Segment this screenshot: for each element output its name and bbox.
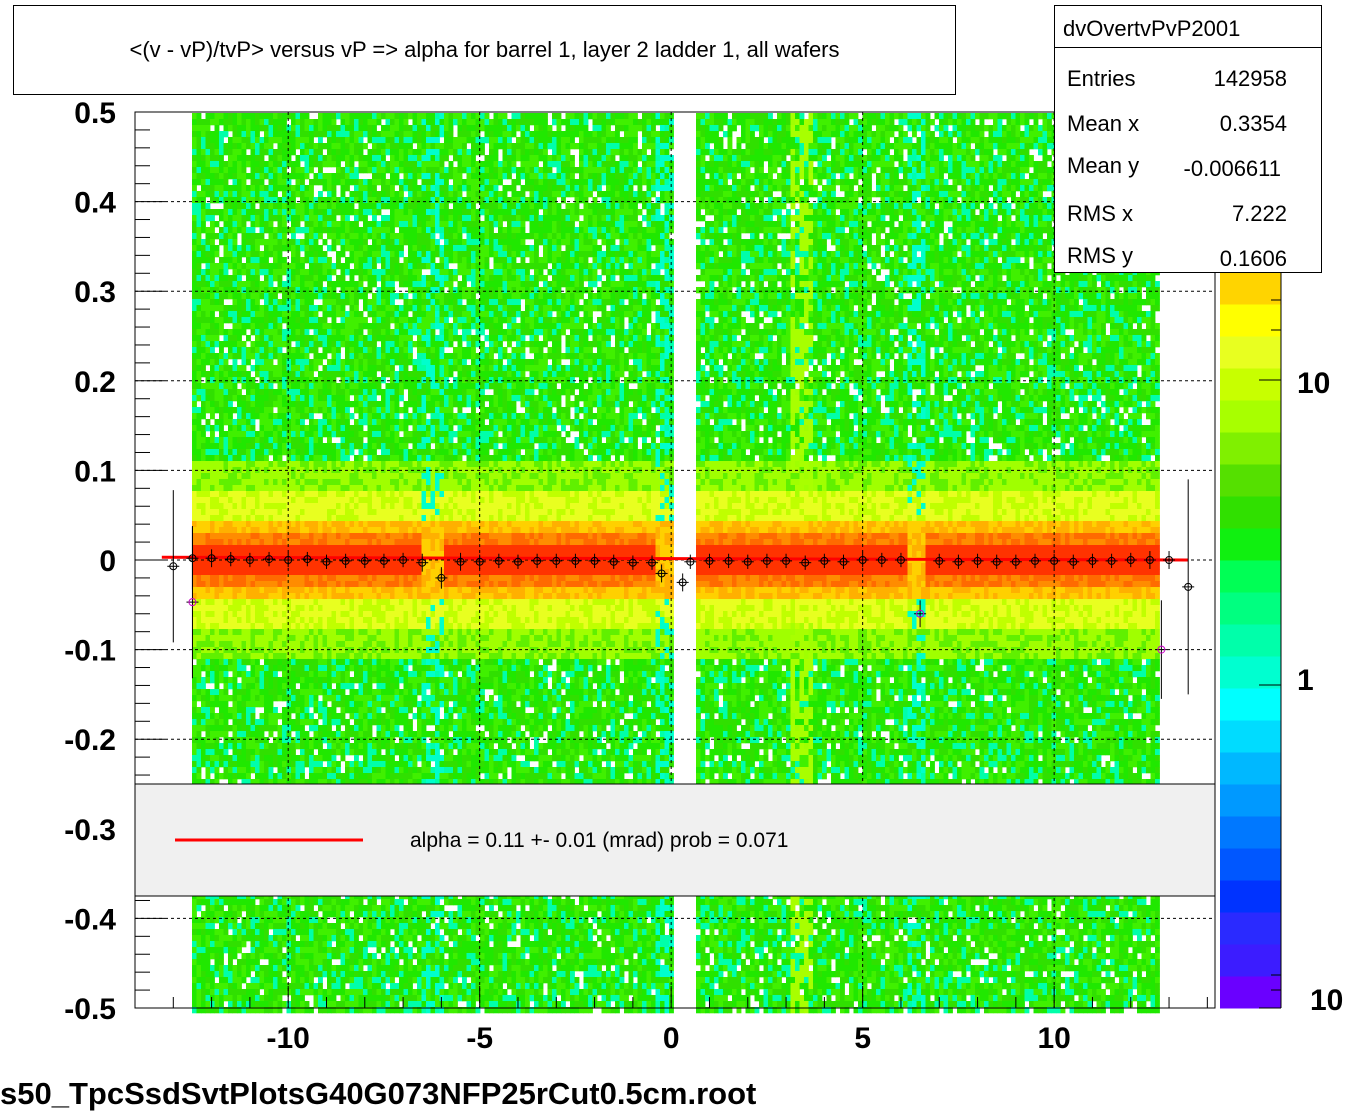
color-scale-label-bottom: 10	[1310, 984, 1343, 1017]
color-scale-swatch	[1220, 624, 1281, 657]
color-scale-swatch	[1220, 880, 1281, 913]
y-tick-label: 0.2	[74, 366, 116, 399]
color-scale-swatch	[1220, 304, 1281, 337]
x-tick-label: -5	[466, 1022, 493, 1055]
color-scale-swatch	[1220, 464, 1281, 497]
color-scale-swatch	[1220, 432, 1281, 465]
color-scale-swatch	[1220, 528, 1281, 561]
x-tick-labels: -10 -5 0 5 10	[267, 1022, 1071, 1055]
stats-value-rms-x: 7.222	[1232, 201, 1287, 227]
y-tick-label: -0.4	[64, 903, 116, 936]
color-scale-swatch	[1220, 400, 1281, 433]
color-scale-swatch	[1220, 368, 1281, 401]
y-tick-label: -0.5	[64, 993, 116, 1026]
legend-text: alpha = 0.11 +- 0.01 (mrad) prob = 0.071	[410, 829, 788, 852]
stats-value-mean-y: -0.006611	[1184, 156, 1281, 182]
color-scale-swatch	[1220, 656, 1281, 689]
color-scale-swatch	[1220, 848, 1281, 881]
y-tick-label: 0.3	[74, 276, 116, 309]
stats-histogram-name: dvOvertvPvP2001	[1055, 6, 1321, 48]
y-tick-labels: -0.5 -0.4 -0.3 -0.2 -0.1 0 0.1 0.2 0.3 0.4 0.5	[64, 97, 116, 1026]
y-tick-label: -0.3	[64, 814, 116, 847]
y-tick-label: 0.4	[74, 187, 116, 220]
x-tick-label: -10	[267, 1022, 310, 1055]
color-scale-swatch	[1220, 752, 1281, 785]
y-tick-label: -0.2	[64, 724, 116, 757]
color-scale-label-mid: 1	[1297, 664, 1314, 697]
color-scale-swatch	[1220, 560, 1281, 593]
legend-box: alpha = 0.11 +- 0.01 (mrad) prob = 0.071	[135, 784, 1215, 896]
color-scale-swatch	[1220, 944, 1281, 977]
footer-filename: s50_TpcSsdSvtPlotsG40G073NFP25rCut0.5cm.…	[0, 1076, 756, 1112]
color-scale-swatch	[1220, 592, 1281, 625]
profile-point	[1163, 551, 1175, 569]
color-scale-swatch	[1220, 496, 1281, 529]
color-scale-swatch	[1220, 784, 1281, 817]
x-tick-label: 0	[663, 1022, 680, 1055]
profile-point	[684, 555, 696, 569]
color-scale-swatch	[1220, 976, 1281, 1009]
profile-point	[677, 573, 689, 591]
stats-value-mean-x: 0.3354	[1220, 111, 1287, 137]
y-tick-label: 0	[99, 545, 116, 578]
x-tick-label: 10	[1037, 1022, 1070, 1055]
y-tick-label: 0.1	[74, 455, 116, 488]
stats-value-entries: 142958	[1214, 66, 1287, 92]
color-scale-swatch	[1220, 912, 1281, 945]
color-scale-swatch	[1220, 688, 1281, 721]
stats-box: dvOvertvPvP2001 Entries 142958 Mean x 0.…	[1054, 5, 1322, 273]
color-scale-swatch	[1220, 720, 1281, 753]
color-scale-labels: 10 1 10	[1297, 367, 1343, 1017]
y-tick-label: -0.1	[64, 635, 116, 668]
color-scale	[1220, 240, 1281, 1009]
y-tick-label: 0.5	[74, 97, 116, 130]
color-scale-label-top: 10	[1297, 367, 1330, 400]
x-tick-label: 5	[854, 1022, 871, 1055]
stats-value-rms-y: 0.1606	[1220, 246, 1287, 272]
profile-point	[167, 490, 179, 642]
color-scale-swatch	[1220, 816, 1281, 849]
color-scale-swatch	[1220, 336, 1281, 369]
profile-point	[1182, 479, 1194, 694]
